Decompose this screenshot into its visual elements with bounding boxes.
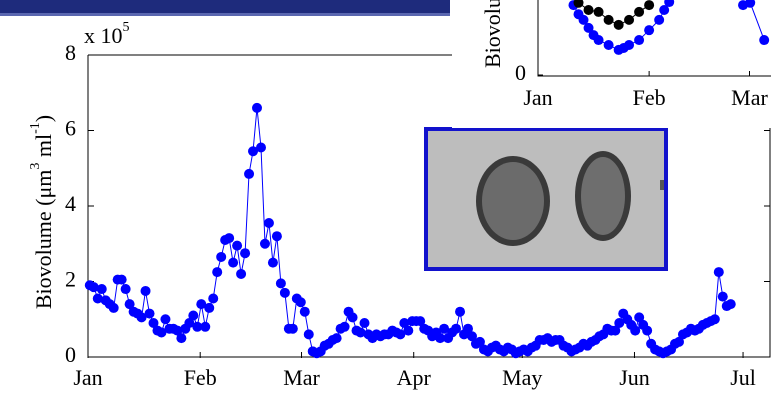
data-point [176, 333, 186, 343]
y-tick-label: 6 [65, 116, 76, 141]
x-tick-label: Feb [184, 365, 217, 390]
y-label-text: ) [31, 115, 56, 122]
data-point [264, 218, 274, 228]
data-point [718, 292, 728, 302]
data-point [117, 275, 127, 285]
x-tick-label: Apr [397, 365, 432, 390]
data-point [624, 15, 634, 25]
data-point [594, 35, 604, 45]
data-point [403, 326, 413, 336]
inset-y-axis-label: Biovolume [480, 0, 505, 68]
y-label-text: ml [31, 134, 56, 163]
y-multiplier-exp: 5 [123, 20, 130, 35]
data-point [634, 35, 644, 45]
data-point [644, 25, 654, 35]
data-point [260, 239, 270, 249]
figure: x 105 Biovolume (μm3 ml-1) 0 2 4 6 8 Jan Feb Ma… [0, 0, 771, 398]
x-tick-label: Jun [619, 365, 650, 390]
data-point [604, 15, 614, 25]
y-label-sup: -1 [28, 122, 43, 134]
page: x 105 Biovolume (μm3 ml-1) 0 2 4 6 8 Jan Feb Ma… [0, 0, 771, 398]
data-point [604, 40, 614, 50]
data-point [276, 278, 286, 288]
data-point [232, 241, 242, 251]
y-tick-label: 0 [515, 60, 526, 85]
data-point [224, 233, 234, 243]
y-tick-label: 8 [65, 40, 76, 65]
data-point [584, 5, 594, 15]
x-tick-label: Jan [73, 365, 102, 390]
data-point [296, 297, 306, 307]
y-tick-label: 2 [65, 267, 76, 292]
cell-image [426, 129, 666, 269]
y-label-sup: 3 [28, 163, 43, 170]
data-point [208, 293, 218, 303]
data-point [244, 169, 254, 179]
data-point [614, 20, 624, 30]
data-point [252, 103, 262, 113]
data-point [236, 269, 246, 279]
data-point [332, 333, 342, 343]
data-point [726, 299, 736, 309]
y-tick-label: 4 [65, 191, 76, 216]
data-point [594, 7, 604, 17]
data-point [288, 324, 298, 334]
data-point [359, 318, 369, 328]
data-point [121, 284, 131, 294]
data-point [212, 267, 222, 277]
y-label-text: Biovolume (μm [31, 170, 56, 310]
data-point [759, 35, 769, 45]
data-point [642, 326, 652, 336]
data-point [340, 322, 350, 332]
data-point [256, 142, 266, 152]
data-point [714, 267, 724, 277]
data-point [97, 284, 107, 294]
data-point [160, 314, 170, 324]
data-point [455, 307, 465, 317]
x-tick-label: Jul [730, 365, 756, 390]
x-tick-label: Mar [283, 365, 320, 390]
data-point [204, 303, 214, 313]
data-point [624, 40, 634, 50]
data-point [272, 231, 282, 241]
data-point [348, 312, 358, 322]
data-point [109, 303, 119, 313]
data-point [304, 329, 314, 339]
data-point [654, 15, 664, 25]
x-tick-label: Mar [731, 85, 768, 110]
data-point [710, 314, 720, 324]
y-multiplier: x 105 [84, 20, 130, 48]
data-point [300, 307, 310, 317]
y-axis-label: Biovolume (μm3 ml-1) [28, 115, 56, 309]
data-point [240, 248, 250, 258]
data-point [145, 309, 155, 319]
data-point [141, 286, 151, 296]
x-tick-label: May [502, 365, 542, 390]
x-tick-label: Feb [633, 85, 666, 110]
data-point [188, 310, 198, 320]
data-point [280, 288, 290, 298]
x-tick-label: Jan [523, 85, 552, 110]
y-tick-label: 0 [65, 342, 76, 367]
data-point [228, 258, 238, 268]
data-point [644, 0, 654, 10]
data-point [268, 258, 278, 268]
data-point [216, 252, 226, 262]
banner-edge [0, 13, 450, 16]
data-point [634, 7, 644, 17]
data-point [200, 322, 210, 332]
y-multiplier-base: x 10 [84, 23, 123, 48]
